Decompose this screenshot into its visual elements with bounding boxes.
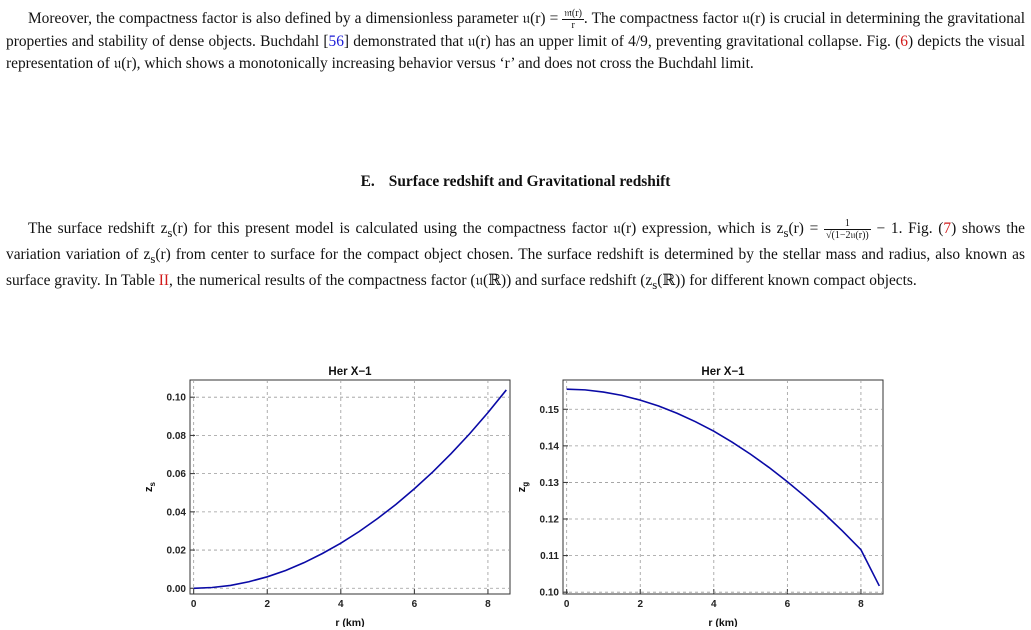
series-line xyxy=(566,388,881,587)
paragraph-compactness: Moreover, the compactness factor is also… xyxy=(6,8,1026,72)
y-tick-label: 0.11 xyxy=(540,551,559,562)
x-tick-label: 4 xyxy=(711,599,717,610)
y-tick-label: 0.14 xyxy=(540,441,560,452)
y-tick-label: 0.04 xyxy=(167,507,187,518)
figure-link-6[interactable]: 6 xyxy=(900,33,908,50)
x-tick-label: 8 xyxy=(858,599,864,610)
x-tick-label: 8 xyxy=(485,599,491,610)
y-tick-label: 0.06 xyxy=(167,469,187,480)
citation-link-56[interactable]: 56 xyxy=(328,33,344,50)
chart-title: Her X−1 xyxy=(701,366,745,378)
y-tick-label: 0.12 xyxy=(540,515,560,526)
chart-surface-redshift: Her X−1 0 2 4 6 8 0.00 0.02 0.04 0.06 0.08 0.10 r (k… xyxy=(143,366,511,627)
figure-link-7[interactable]: 7 xyxy=(943,220,952,238)
plot-frame xyxy=(189,379,511,595)
y-tick-label: 0.10 xyxy=(167,393,187,404)
x-tick-label: 0 xyxy=(191,599,197,610)
y-axis-label: zs xyxy=(143,481,157,492)
y-tick-label: 0.08 xyxy=(167,431,187,442)
series-line xyxy=(193,389,507,590)
fraction-redshift: 1 √(1−2𝔲(r)) xyxy=(824,218,871,241)
y-axis-label: zg xyxy=(516,482,530,493)
x-tick-label: 6 xyxy=(412,599,418,610)
section-heading: E. Surface redshift and Gravitational red… xyxy=(360,173,671,190)
y-tick-label: 0.10 xyxy=(540,588,560,599)
y-tick-label: 0.13 xyxy=(540,478,560,489)
plot-frame xyxy=(562,379,884,595)
x-axis-label: r (km) xyxy=(335,617,364,627)
y-tick-label: 0.02 xyxy=(167,546,187,557)
x-tick-label: 6 xyxy=(785,599,791,610)
x-tick-label: 2 xyxy=(637,599,643,610)
table-link-II[interactable]: II xyxy=(158,272,170,290)
x-axis-label: r (km) xyxy=(708,617,737,627)
fraction-compactness: 𝔪(r) r xyxy=(562,8,584,31)
paragraph-redshift: The surface redshift zs(r) for this pres… xyxy=(6,218,1026,293)
y-tick-label: 0.00 xyxy=(167,584,187,595)
chart-title: Her X−1 xyxy=(328,366,372,378)
x-tick-label: 0 xyxy=(564,599,570,610)
x-tick-label: 4 xyxy=(338,599,344,610)
chart-gravitational-redshift: Her X−1 0 2 4 6 8 0.10 0.11 0.12 0.13 0.14 0.15 r (k… xyxy=(516,366,884,627)
x-tick-label: 2 xyxy=(264,599,270,610)
y-tick-label: 0.15 xyxy=(540,405,560,416)
